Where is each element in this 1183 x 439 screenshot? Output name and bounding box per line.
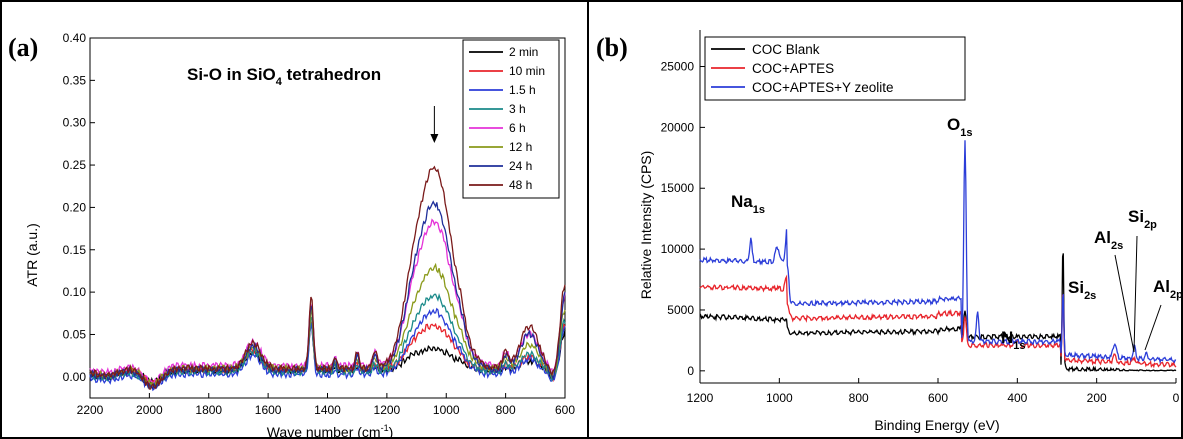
panel-b-series-line [699,274,1177,369]
panel-b: (b) 1200 1000 800 600 400 200 0050001000015000… [596,30,1183,433]
panel-a-x-tick-label: 1200 [374,403,401,417]
panel-b-x-tick-label: 400 [1007,391,1027,405]
panel-b-peak-label: Al2s [1094,228,1123,252]
panel-a-legend-label: 2 min [509,45,538,59]
panel-a-legend-label: 12 h [509,140,532,154]
panel-b-legend-label: COC+APTES+Y zeolite [752,80,894,95]
panel-b-y-tick-label: 0 [687,364,694,378]
panel-b-ylabel: Relative Intensity (CPS) [638,151,654,300]
panel-b-x-tick-label: 200 [1087,391,1107,405]
panel-b-x-tick-label: 800 [849,391,869,405]
panel-a-series-line [89,165,566,390]
svg-text:Si-O in SiO4 tetrahedron: Si-O in SiO4 tetrahedron [187,65,381,88]
panel-b-x-tick-label: 1200 [687,391,714,405]
panel-a-series-line [89,293,566,389]
panel-b-series-line [699,140,1177,365]
panel-a-x-tick-label: 1000 [433,403,460,417]
panel-b-x-tick-label: 1000 [766,391,793,405]
panel-a-legend-label: 3 h [509,102,526,116]
panel-a-x-tick-label: 1600 [255,403,282,417]
panel-a-label: (a) [8,33,38,62]
panel-b-y-tick-label: 5000 [667,303,694,317]
panel-b-peak-label: Na1s [731,192,765,216]
panel-a-legend-label: 24 h [509,159,532,173]
panel-a: (a) 2200 2000 1800 1600 1400 1200 1000 800 600 0.… [8,31,575,439]
panel-a-y-tick-label: 0.25 [63,158,87,172]
panel-a-x-tick-label: 600 [555,403,575,417]
panel-a-x-tick-label: 1400 [314,403,341,417]
panel-b-plot-area: 1200 1000 800 600 400 200 00500010000150002000… [661,30,1180,405]
panel-a-legend-label: 48 h [509,178,532,192]
panel-a-series-line [89,200,566,390]
panel-a-plot-area: 2200 2000 1800 1600 1400 1200 1000 800 600 0.00 0.… [63,31,576,417]
panel-b-y-tick-label: 25000 [661,60,695,74]
panel-a-y-tick-label: 0.40 [63,31,87,45]
panel-a-x-tick-label: 800 [496,403,516,417]
panel-b-arrow [1144,304,1162,351]
panel-b-y-tick-label: 15000 [661,181,695,195]
panel-a-series-line [89,218,566,385]
panel-a-x-tick-label: 2200 [77,403,104,417]
panel-a-y-tick-label: 0.30 [63,116,87,130]
panel-b-y-tick-label: 20000 [661,120,695,134]
panel-a-arrowhead [430,134,439,143]
panel-a-ylabel: ATR (a.u.) [24,223,40,287]
panel-a-y-tick-label: 0.15 [63,243,87,257]
panel-b-legend-box [704,36,966,101]
panel-b-peak-label: Si2p [1128,207,1157,231]
panel-b-arrow [1133,235,1138,353]
panel-b-arrow [1114,254,1135,353]
panel-a-y-tick-label: 0.00 [63,370,87,384]
panel-a-annotation: Si-O in SiO4 tetrahedron [187,65,381,88]
panel-a-y-tick-label: 0.20 [63,200,87,214]
panel-a-legend-label: 1.5 h [509,83,536,97]
panel-b-x-tick-label: 600 [928,391,948,405]
panel-a-y-tick-label: 0.10 [63,285,87,299]
panel-a-legend-box [462,39,560,199]
panel-a-legend-label: 10 min [509,64,545,78]
panel-b-y-tick-label: 10000 [661,242,695,256]
panel-b-legend-label: COC Blank [752,42,820,57]
panel-a-x-tick-label: 2000 [136,403,163,417]
panel-a-y-tick-label: 0.35 [63,73,87,87]
panel-a-x-tick-label: 1800 [195,403,222,417]
panel-b-peak-label: N1s [1001,328,1026,352]
panel-b-legend-label: COC+APTES [752,61,834,76]
panel-a-legend: 2 min 10 min 1.5 h 3 h 6 h 12 h 24 h 48 h [462,39,560,199]
panel-a-legend-label: 6 h [509,121,526,135]
panel-b-peak-label: O1s [947,115,972,139]
panel-b-peak-label: Si2s [1068,278,1096,302]
panel-b-xlabel: Binding Energy (eV) [874,417,999,433]
panel-b-x-tick-label: 0 [1173,391,1180,405]
panel-b-legend: COC Blank COC+APTES COC+APTES+Y zeolite [704,36,966,101]
panel-b-label: (b) [596,33,628,62]
panel-b-peak-label: Al2p [1153,277,1183,301]
panel-a-y-tick-label: 0.05 [63,327,87,341]
panel-a-xlabel: Wave number (cm-1) [267,423,394,439]
panel-b-series-line [699,253,1177,373]
